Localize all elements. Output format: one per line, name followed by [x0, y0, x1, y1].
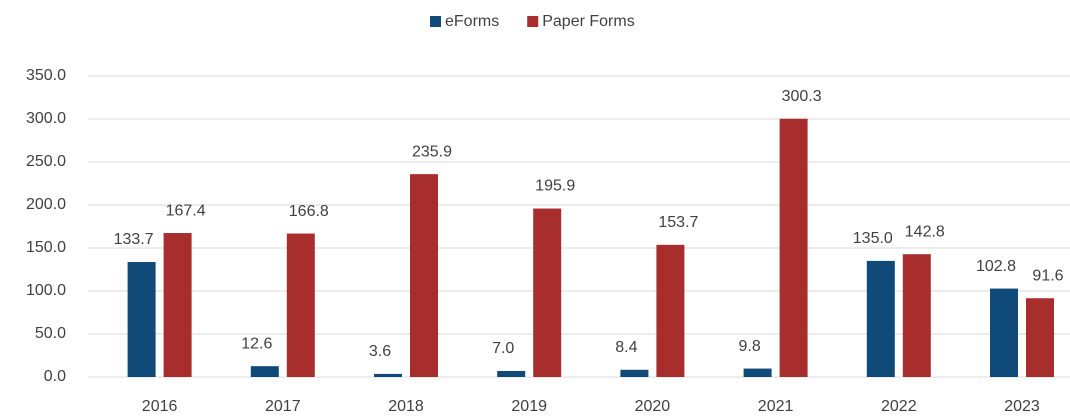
data-label: 12.6 — [241, 335, 272, 352]
x-tick-label: 2016 — [142, 398, 178, 415]
y-tick-label: 150.0 — [26, 239, 66, 256]
data-label: 153.7 — [658, 214, 698, 231]
data-label: 7.0 — [492, 340, 514, 357]
bar — [250, 366, 279, 377]
bar — [286, 233, 315, 377]
data-label: 91.6 — [1032, 267, 1063, 284]
data-label: 167.4 — [166, 202, 206, 219]
data-label: 235.9 — [412, 143, 452, 160]
bar — [374, 373, 402, 377]
x-tick-label: 2022 — [881, 398, 917, 415]
bar — [902, 254, 931, 377]
data-label: 9.8 — [738, 338, 760, 355]
data-label: 133.7 — [114, 231, 154, 248]
bar — [990, 288, 1018, 377]
y-tick-label: 0.0 — [44, 368, 66, 385]
data-label: 166.8 — [289, 203, 329, 220]
y-tick-label: 250.0 — [26, 153, 66, 170]
legend-swatch — [430, 16, 441, 27]
x-tick-label: 2020 — [635, 398, 671, 415]
bar — [127, 262, 156, 377]
data-label: 195.9 — [535, 178, 575, 195]
data-label: 8.4 — [615, 339, 637, 356]
bar — [410, 174, 438, 377]
bar — [620, 369, 649, 377]
x-tick-label: 2021 — [758, 398, 794, 415]
bar — [1026, 298, 1054, 377]
bar — [533, 208, 562, 377]
legend-swatch — [527, 16, 539, 27]
y-tick-label: 200.0 — [26, 196, 66, 213]
legend-label: eForms — [445, 13, 499, 30]
data-label: 142.8 — [905, 223, 945, 240]
x-tick-label: 2019 — [511, 398, 547, 415]
bar — [866, 260, 895, 377]
x-tick-label: 2018 — [388, 398, 424, 415]
bar — [743, 368, 772, 377]
bar — [163, 233, 192, 377]
legend-label: Paper Forms — [542, 13, 634, 30]
data-label: 300.3 — [782, 88, 822, 105]
bar — [779, 118, 808, 377]
y-tick-label: 50.0 — [35, 325, 66, 342]
y-tick-label: 300.0 — [26, 110, 66, 127]
data-label: 135.0 — [853, 230, 893, 247]
x-tick-label: 2023 — [1004, 398, 1040, 415]
bar — [656, 244, 685, 377]
data-label: 102.8 — [976, 258, 1016, 275]
bar — [497, 370, 526, 377]
data-label: 3.6 — [369, 343, 391, 360]
y-tick-label: 100.0 — [26, 282, 66, 299]
x-tick-label: 2017 — [265, 398, 301, 415]
y-tick-label: 350.0 — [26, 67, 66, 84]
